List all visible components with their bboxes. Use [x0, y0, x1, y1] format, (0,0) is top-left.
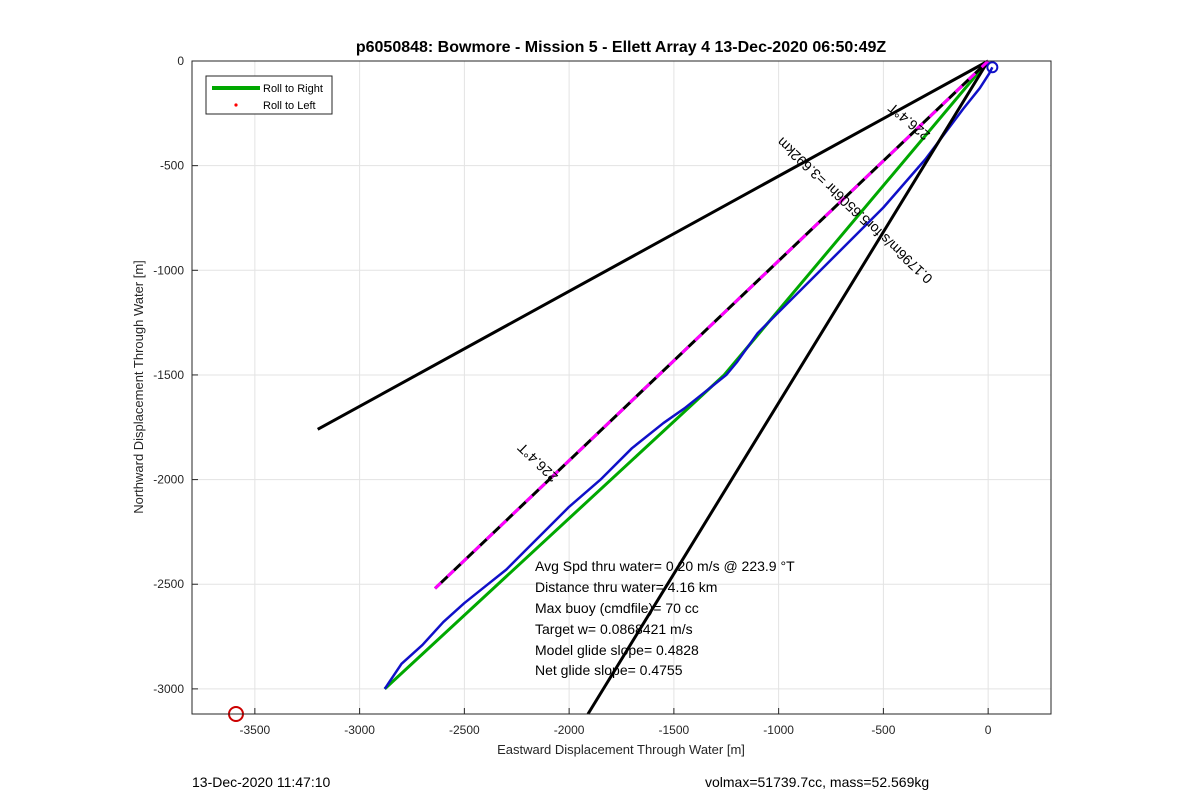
y-tick-label: -500 [160, 159, 184, 173]
y-tick-label: -2000 [153, 473, 184, 487]
chart-title: p6050848: Bowmore - Mission 5 - Ellett A… [356, 39, 887, 56]
current-label: 0.1796m/s for5.6506hr =3.692km [774, 134, 936, 287]
y-tick-label: 0 [177, 54, 184, 68]
stat-max-buoy: Max buoy (cmdfile)= 70 cc [535, 600, 699, 616]
y-axis-label: Northward Displacement Through Water [m] [131, 260, 146, 514]
legend-label-roll-left: Roll to Left [263, 100, 316, 112]
x-tick-label: 0 [985, 723, 992, 737]
stat-distance: Distance thru water= 4.16 km [535, 579, 717, 595]
stat-model-glide: Model glide slope= 0.4828 [535, 642, 699, 658]
y-tick-label: -1500 [153, 368, 184, 382]
y-tick-label: -2500 [153, 577, 184, 591]
axis-ticks: -3500 -3000 -2500 -2000 -1500 -1000 -500 0 0 -500… [153, 54, 992, 737]
stat-target-w: Target w= 0.0868421 m/s [535, 621, 693, 637]
bound-line-upper [316, 59, 989, 431]
roll-right-line [383, 60, 990, 690]
stats-annotation: Avg Spd thru water= 0.20 m/s @ 223.9 °T … [535, 558, 795, 678]
current-heading-line-dash [433, 59, 990, 590]
legend: Roll to Right Roll to Left [205, 75, 333, 115]
y-tick-label: -3000 [153, 682, 184, 696]
bound-line-lower [586, 60, 990, 715]
stat-avg-speed: Avg Spd thru water= 0.20 m/s @ 223.9 °T [535, 558, 795, 574]
y-tick-label: -1000 [153, 263, 184, 277]
x-axis-label: Eastward Displacement Through Water [m] [497, 742, 745, 757]
x-tick-label: -2000 [554, 723, 585, 737]
footer-info: volmax=51739.7cc, mass=52.569kg [705, 774, 930, 790]
heading-label-far: 226.4°T [514, 439, 561, 485]
legend-box [205, 75, 333, 115]
x-tick-label: -1000 [763, 723, 794, 737]
stat-net-glide: Net glide slope= 0.4755 [535, 662, 683, 678]
x-tick-label: -1500 [659, 723, 690, 737]
legend-label-roll-right: Roll to Right [263, 83, 323, 95]
glider-track-line [383, 66, 994, 690]
grid-lines [192, 60, 1051, 714]
footer-timestamp: 13-Dec-2020 11:47:10 [192, 774, 331, 790]
axes-box [191, 60, 1052, 715]
track-start-marker [986, 61, 999, 74]
legend-swatch-roll-left [234, 103, 238, 107]
x-tick-label: -3500 [240, 723, 271, 737]
x-tick-label: -500 [871, 723, 895, 737]
x-tick-label: -2500 [449, 723, 480, 737]
x-tick-label: -3000 [344, 723, 375, 737]
